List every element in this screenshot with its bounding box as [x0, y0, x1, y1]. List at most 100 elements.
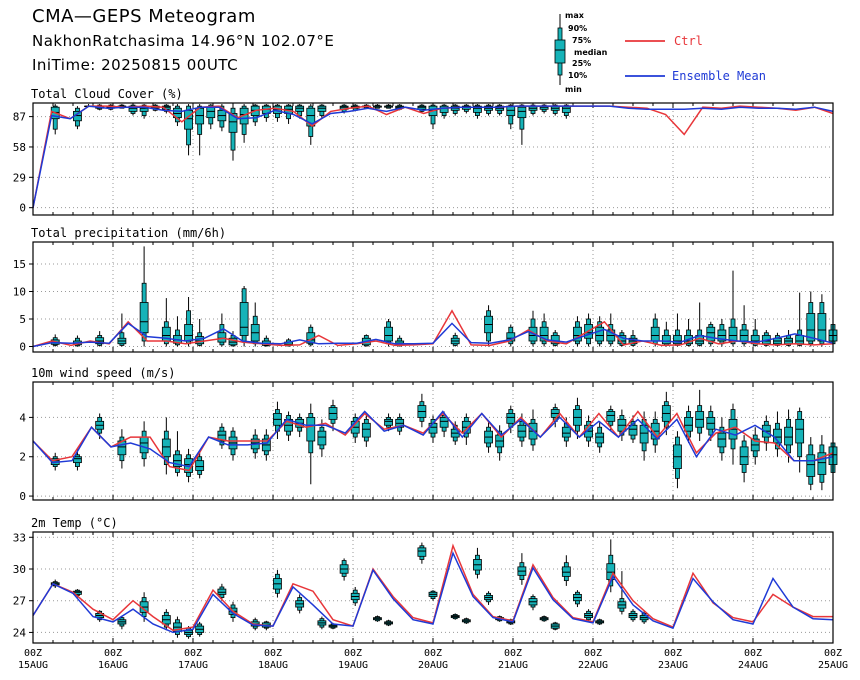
- ensemble-box: [550, 330, 560, 347]
- ensemble-box: [617, 409, 627, 441]
- y-tick-label: 24: [13, 626, 27, 639]
- ctrl-line: [32, 105, 834, 208]
- ensemble-box: [250, 302, 260, 347]
- ensemble-box: [184, 297, 193, 347]
- ensemble-mean-line: [32, 322, 834, 348]
- location-label: NakhonRatchasima 14.96°N 102.07°E: [32, 32, 335, 50]
- box-inner: [206, 106, 216, 119]
- x-tick-label-time: 00Z: [24, 648, 42, 659]
- ensemble-box: [195, 452, 205, 479]
- x-tick-label-date: 21AUG: [498, 660, 528, 671]
- ensemble-box: [184, 104, 193, 156]
- ensemble-box: [417, 542, 427, 564]
- x-tick-label-date: 18AUG: [258, 660, 288, 671]
- panel-cloud: Total Cloud Cover (%) 0 29 58 87: [13, 87, 834, 216]
- y-tick-label: 15: [13, 258, 26, 271]
- ensemble-box: [239, 286, 249, 347]
- ensemble-box: [495, 104, 505, 116]
- ensemble-box: [773, 411, 782, 457]
- ensemble-box: [461, 104, 471, 114]
- ensemble-box: [284, 411, 293, 441]
- box-inner: [384, 326, 393, 342]
- y-tick-label: 5: [19, 313, 26, 326]
- ensemble-box: [806, 437, 816, 491]
- ensemble-box: [450, 104, 460, 116]
- x-tick-label-time: 00Z: [424, 648, 442, 659]
- ensemble-box: [384, 619, 393, 627]
- ensemble-box: [273, 104, 282, 122]
- box-inner: [473, 105, 482, 113]
- box-inner: [684, 416, 693, 432]
- ensemble-box: [361, 413, 371, 447]
- ensemble-box: [484, 421, 493, 453]
- ensemble-box: [161, 417, 171, 475]
- y-tick-label: 30: [13, 563, 26, 576]
- box-inner: [795, 418, 805, 444]
- y-tick-label: 0: [19, 341, 26, 354]
- box-inner: [306, 107, 316, 127]
- y-tick-label: 58: [13, 141, 26, 154]
- box-inner: [384, 418, 393, 426]
- ensemble-box: [339, 558, 349, 581]
- box-inner: [517, 106, 527, 119]
- ensemble-box: [273, 401, 282, 440]
- chart-title: CMA—GEPS Meteogram: [32, 6, 256, 27]
- ensemble-box: [173, 104, 182, 127]
- ensemble-box: [450, 332, 460, 347]
- ensemble-box: [395, 413, 405, 436]
- box-inner: [673, 335, 682, 345]
- ensemble-box: [428, 104, 438, 130]
- ensemble-box: [417, 393, 427, 428]
- ensemble-box: [650, 411, 660, 453]
- ensemble-box: [539, 615, 549, 622]
- ensemble-box: [473, 104, 482, 119]
- panel-wind: 10m wind speed (m/s) 0 2 4: [19, 366, 838, 503]
- ensemble-box: [628, 609, 638, 622]
- legend-box-label: 10%: [568, 71, 587, 80]
- x-tick-label-time: 00Z: [664, 648, 682, 659]
- ensemble-box: [661, 321, 671, 347]
- x-tick-label-time: 00Z: [104, 648, 122, 659]
- ensemble-box: [550, 621, 560, 631]
- ensemble-box: [228, 427, 238, 461]
- box-inner: [139, 436, 149, 454]
- x-tick-label-date: 20AUG: [418, 660, 448, 671]
- box-inner: [228, 113, 238, 133]
- x-tick-label-date: 24AUG: [738, 660, 768, 671]
- box-inner: [628, 424, 638, 436]
- ensemble-box: [273, 570, 282, 598]
- ensemble-box: [161, 609, 171, 631]
- box-inner: [239, 302, 249, 336]
- panel-title-cloud: Total Cloud Cover (%): [31, 87, 183, 101]
- box-inner: [806, 454, 816, 477]
- y-tick-label: 87: [13, 111, 26, 124]
- ensemble-box: [595, 421, 605, 453]
- box-inner: [706, 326, 716, 342]
- y-tick-label: 29: [13, 171, 26, 184]
- legend: max 90% 75% median 25% 10% min Ctrl Ensemble Mea…: [554, 11, 766, 94]
- box-inner: [317, 105, 327, 112]
- x-tick-label-time: 00Z: [584, 648, 602, 659]
- x-tick-label-date: 15AUG: [18, 660, 48, 671]
- ensemble-box: [306, 403, 316, 485]
- box-inner: [561, 105, 571, 113]
- ensemble-box: [350, 586, 360, 606]
- ensemble-mean-line: [32, 410, 834, 468]
- y-tick-label: 33: [13, 531, 26, 544]
- ensemble-box: [739, 435, 749, 483]
- ensemble-box: [750, 427, 760, 465]
- panel-temp: 2m Temp (°C) 24 27 30 33: [13, 516, 834, 644]
- legend-box-label: 90%: [568, 24, 587, 33]
- x-tick-label-time: 00Z: [344, 648, 362, 659]
- ensemble-box: [228, 104, 238, 161]
- ensemble-box: [717, 417, 727, 461]
- ensemble-box: [173, 616, 182, 638]
- x-tick-label-date: 23AUG: [658, 660, 688, 671]
- box-inner: [184, 109, 193, 130]
- y-tick-label: 27: [13, 595, 26, 608]
- box-inner: [817, 452, 827, 475]
- ensemble-box: [306, 104, 316, 145]
- init-time-label: IniTime: 20250815 00UTC: [32, 56, 239, 74]
- x-tick-label-time: 00Z: [744, 648, 762, 659]
